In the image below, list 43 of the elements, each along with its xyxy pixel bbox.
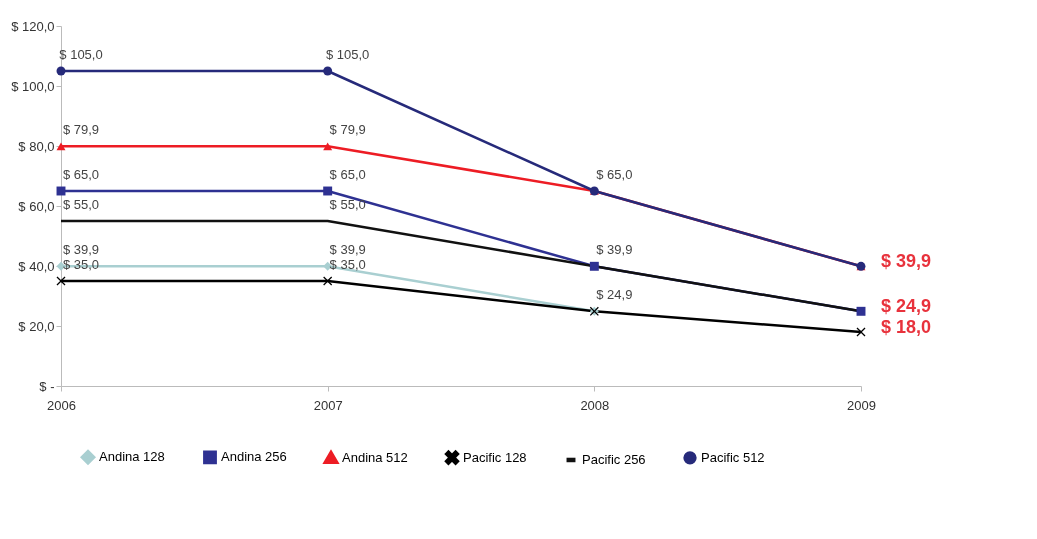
data-label: $ 105,0 xyxy=(59,47,103,62)
point xyxy=(323,142,333,151)
data-label: $ 65,0 xyxy=(596,167,633,182)
x-tick-label: 2007 xyxy=(313,397,343,413)
legend-label: Pacific 512 xyxy=(701,449,765,465)
data-label: $ 105,0 xyxy=(325,47,370,62)
annotation: $ 24,9 xyxy=(880,296,932,317)
point xyxy=(323,66,333,76)
data-label: $ 79,9 xyxy=(62,122,100,138)
y-tick-label: $ 80,0 xyxy=(18,138,55,154)
point xyxy=(856,306,866,316)
legend-label: Andina 128 xyxy=(99,449,165,465)
y-tick-label: $ 40,0 xyxy=(18,258,55,274)
annotation: $ 18,0 xyxy=(880,317,932,337)
data-label: $ 79,9 xyxy=(329,122,366,138)
legend-label: Pacific 128 xyxy=(463,449,527,465)
y-tick-label: $ 20,0 xyxy=(18,318,55,334)
data-label: $ 55,0 xyxy=(62,197,100,212)
data-label: $ 35,0 xyxy=(62,257,100,272)
y-tick-label: $ 120,0 xyxy=(11,18,55,34)
y-tick-label: $ 60,0 xyxy=(18,198,55,214)
x-tick-label: 2008 xyxy=(580,397,610,413)
data-label: $ 65,0 xyxy=(62,167,100,182)
annotation: $ 39,9 xyxy=(880,251,932,272)
data-label: $ 65,0 xyxy=(329,167,366,182)
x-tick-label: 2009 xyxy=(847,397,876,413)
data-label: $ 55,0 xyxy=(329,197,366,212)
legend-label: Pacific 256 xyxy=(582,451,646,467)
point xyxy=(56,66,66,76)
point xyxy=(323,276,333,286)
data-label: $ 39,9 xyxy=(329,242,366,258)
x-tick-label: 2006 xyxy=(47,397,76,413)
point xyxy=(589,261,599,271)
y-tick-label: $ 100,0 xyxy=(11,78,55,94)
data-label: $ 24,9 xyxy=(596,287,633,303)
point xyxy=(323,186,333,196)
y-tick-label: $ - xyxy=(39,378,55,394)
legend-label: Andina 256 xyxy=(221,449,287,465)
legend-label: Andina 512 xyxy=(342,449,408,465)
point xyxy=(56,142,66,151)
data-label: $ 39,9 xyxy=(596,242,633,258)
data-label: $ 39,9 xyxy=(62,242,100,258)
data-label: $ 35,0 xyxy=(329,257,366,272)
